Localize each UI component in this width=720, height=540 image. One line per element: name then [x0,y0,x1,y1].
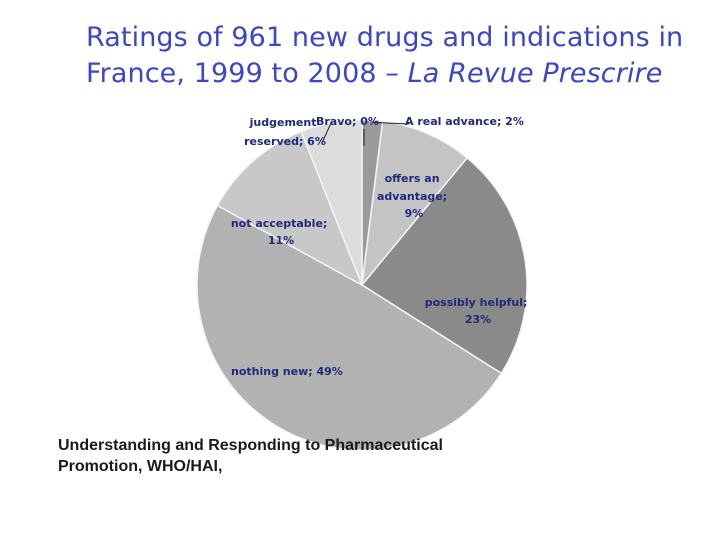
chart-title-line-2: France, 1999 to 2008 – La Revue Prescrir… [86,56,706,92]
label-advantage-line-2: advantage; [377,190,447,203]
chart-title-line-2-main: France, 1999 to 2008 – [86,58,408,89]
label-real-advance: A real advance; 2% [405,115,524,128]
label-advantage-line-1: offers an [385,172,440,185]
chart-title: Ratings of 961 new drugs and indications… [86,20,706,92]
pie-slice-nothing-new [196,204,503,451]
source-citation: Understanding and Responding to Pharmace… [58,435,678,477]
label-judgement-line-2: reserved; 6% [244,135,326,148]
leader-line-judgement-reserved [321,122,332,144]
chart-title-line-1: Ratings of 961 new drugs and indications… [86,22,684,53]
chart-title-journal: La Revue Prescrire [407,58,663,89]
label-advantage-line-3: 9% [405,207,424,220]
label-not-acceptable-line-2: 11% [268,234,294,247]
leader-lines [321,121,410,146]
label-judgement-line-1: judgement [249,116,317,129]
label-bravo: Bravo; 0% [316,115,379,128]
label-judgement-reserved: judgement reserved; 6% [244,116,326,148]
label-helpful-line-1: possibly helpful; [425,296,528,309]
source-line-2: Promotion, WHO/HAI, [58,458,223,475]
leader-line-real-advance [372,121,410,125]
label-nothing-new: nothing new; 49% [231,365,343,378]
label-not-acceptable: not acceptable; 11% [231,217,331,247]
pie-slices [196,119,528,451]
pie-slice-not-acceptable [216,130,364,287]
label-offers-advantage: offers an advantage; 9% [377,172,451,220]
label-possibly-helpful: possibly helpful; 23% [425,296,532,326]
pie-slice-possibly-helpful [360,156,528,375]
pie-slice-offers-an-advantage [360,120,469,288]
label-helpful-line-2: 23% [465,313,491,326]
source-line-1: Understanding and Responding to Pharmace… [58,437,443,454]
label-not-acceptable-line-1: not acceptable; [231,217,327,230]
